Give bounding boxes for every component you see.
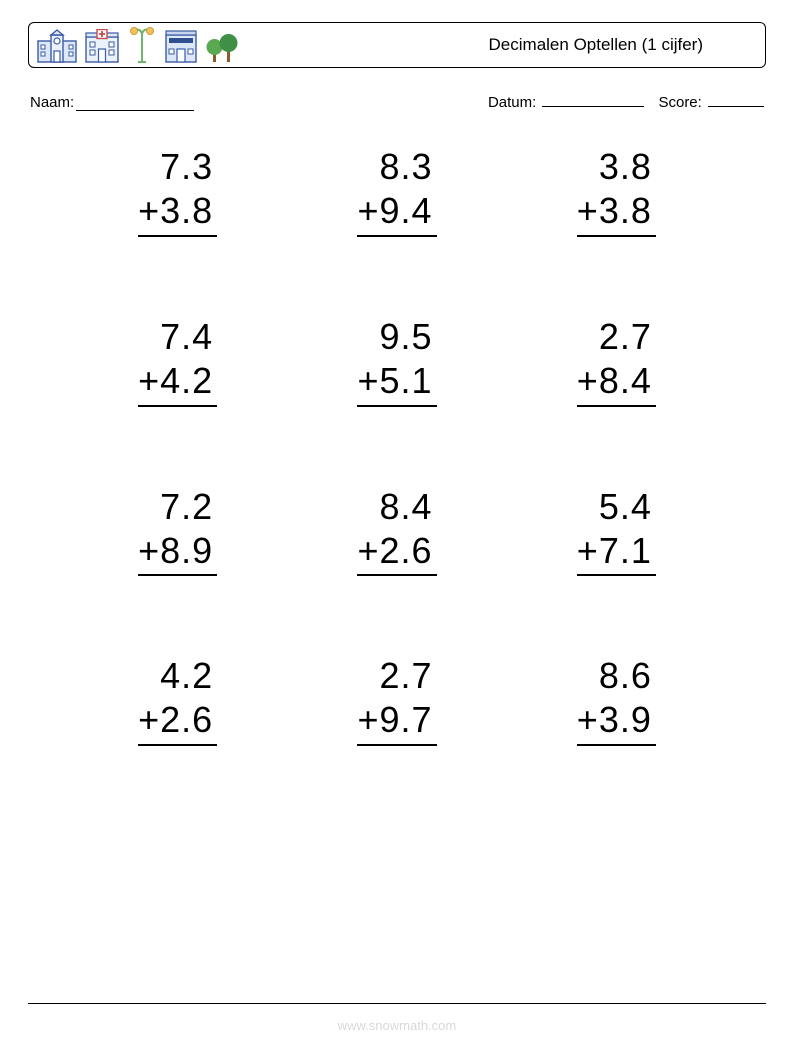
score-label: Score: [658,94,701,111]
problems-grid: 7.3+3.8 8.3+9.4 3.8+3.8 7.4+4.2 9.5+5.1 … [28,145,766,746]
worksheet-page: Decimalen Optellen (1 cijfer) Naam: Datu… [0,0,794,1053]
addend-bottom: 4.2 [160,360,213,401]
addend-bottom: 5.1 [379,360,432,401]
naam-field: Naam: [30,92,194,111]
hospital-icon [85,29,119,63]
school-icon [37,29,77,63]
score-blank[interactable] [708,92,764,107]
header-box: Decimalen Optellen (1 cijfer) [28,22,766,68]
datum-field: Datum: [488,92,645,111]
operator: + [577,699,599,740]
footer-text: www.snowmath.com [338,1018,456,1033]
footer-divider [28,1003,766,1004]
worksheet-title: Decimalen Optellen (1 cijfer) [489,35,751,55]
problem: 7.3+3.8 [68,145,287,237]
addend-top: 3.8 [577,145,656,189]
operator: + [138,360,160,401]
addend-bottom: 3.9 [599,699,652,740]
police-station-icon [165,29,197,63]
addend-bottom: 8.9 [160,530,213,571]
operator: + [577,360,599,401]
addend-top: 4.2 [138,654,217,698]
operator: + [357,360,379,401]
operator: + [357,699,379,740]
footer: www.snowmath.com [0,1003,794,1033]
header-icons [37,27,239,63]
operator: + [357,530,379,571]
addend-top: 7.3 [138,145,217,189]
naam-blank[interactable] [76,96,194,111]
addend-top: 8.6 [577,654,656,698]
problem: 2.7+8.4 [507,315,726,407]
problem: 8.4+2.6 [287,485,506,577]
info-row: Naam: Datum: Score: [28,92,766,111]
problem: 5.4+7.1 [507,485,726,577]
addend-top: 9.5 [357,315,436,359]
addend-top: 5.4 [577,485,656,529]
addend-bottom: 3.8 [599,190,652,231]
problem: 8.3+9.4 [287,145,506,237]
problem: 4.2+2.6 [68,654,287,746]
addend-bottom: 9.7 [379,699,432,740]
addend-top: 2.7 [577,315,656,359]
addend-top: 7.4 [138,315,217,359]
problem: 2.7+9.7 [287,654,506,746]
operator: + [357,190,379,231]
addend-bottom: 7.1 [599,530,652,571]
problem: 7.2+8.9 [68,485,287,577]
problem: 9.5+5.1 [287,315,506,407]
problem: 8.6+3.9 [507,654,726,746]
addend-bottom: 2.6 [160,699,213,740]
addend-bottom: 3.8 [160,190,213,231]
addend-top: 2.7 [357,654,436,698]
operator: + [138,190,160,231]
datum-blank[interactable] [542,92,644,107]
score-field: Score: [658,92,764,111]
problem: 3.8+3.8 [507,145,726,237]
addend-bottom: 2.6 [379,530,432,571]
addend-top: 8.3 [357,145,436,189]
naam-label: Naam: [30,94,74,111]
addend-bottom: 8.4 [599,360,652,401]
addend-top: 7.2 [138,485,217,529]
operator: + [577,530,599,571]
operator: + [138,699,160,740]
operator: + [138,530,160,571]
streetlamp-icon [127,27,157,63]
trees-icon [205,29,239,63]
problem: 7.4+4.2 [68,315,287,407]
operator: + [577,190,599,231]
datum-label: Datum: [488,94,536,111]
addend-bottom: 9.4 [379,190,432,231]
addend-top: 8.4 [357,485,436,529]
